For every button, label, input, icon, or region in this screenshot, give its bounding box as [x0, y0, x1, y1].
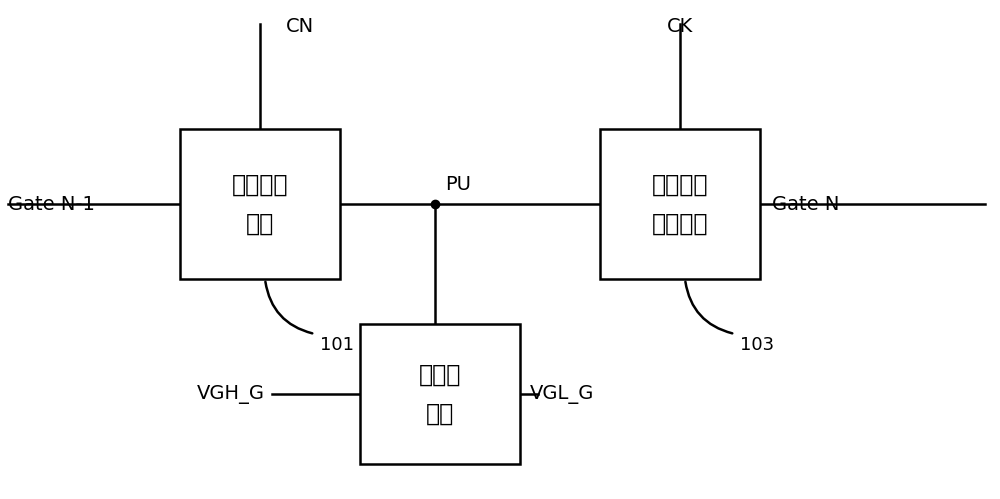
Text: 103: 103	[740, 336, 774, 354]
Text: CK: CK	[667, 17, 693, 36]
Text: PU: PU	[445, 175, 471, 194]
Text: 101: 101	[320, 336, 354, 354]
Text: Gate N: Gate N	[772, 195, 839, 214]
Bar	[180, 129, 340, 279]
Bar	[600, 129, 760, 279]
Text: VGH_G: VGH_G	[197, 385, 265, 404]
Text: 锁存器
模块: 锁存器 模块	[419, 362, 461, 426]
Text: 第一输出
控制模块: 第一输出 控制模块	[652, 172, 708, 236]
Text: Gate N-1: Gate N-1	[8, 195, 95, 214]
Bar	[360, 324, 520, 464]
Text: CN: CN	[286, 17, 314, 36]
Text: 第一输入
模块: 第一输入 模块	[232, 172, 288, 236]
Text: VGL_G: VGL_G	[530, 385, 594, 404]
